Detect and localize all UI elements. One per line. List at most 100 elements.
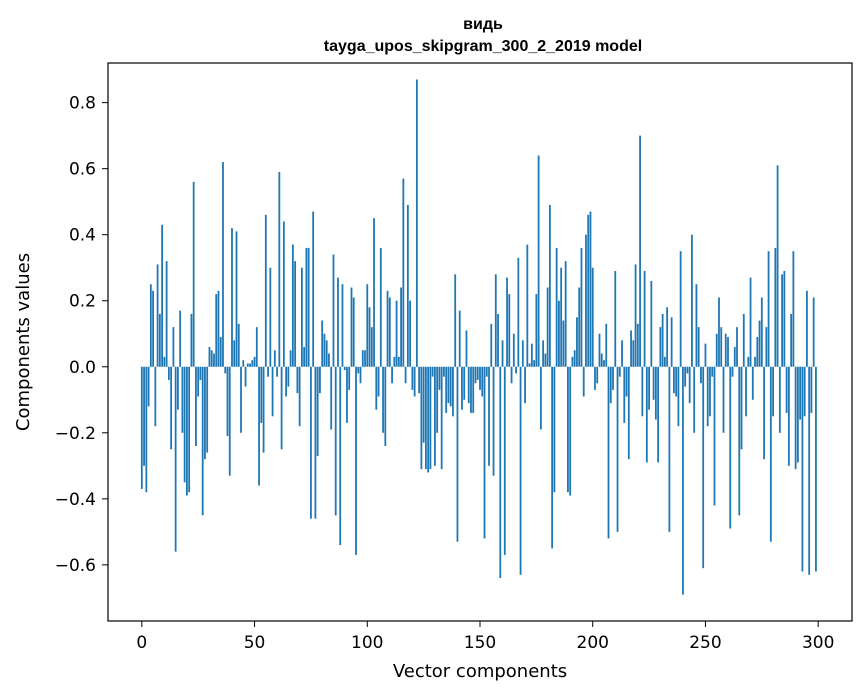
bar-82: [325, 340, 328, 367]
x-tick-label: 50: [244, 633, 266, 653]
bar-141: [458, 310, 461, 367]
bar-293: [801, 366, 804, 572]
bar-139: [454, 274, 457, 367]
bar-100: [366, 284, 369, 367]
bar-76: [312, 211, 315, 367]
bar-148: [474, 366, 477, 384]
bar-75: [310, 366, 312, 519]
bar-104: [375, 366, 378, 410]
bar-41: [233, 340, 236, 367]
bar-116: [402, 178, 405, 367]
bar-89: [341, 284, 344, 367]
bar-215: [625, 366, 628, 397]
bar-25: [197, 366, 200, 397]
bar-199: [589, 211, 592, 367]
bar-45: [242, 360, 245, 367]
bar-96: [357, 366, 360, 374]
bars-group: [140, 79, 817, 595]
bar-196: [582, 366, 585, 397]
bar-51: [255, 327, 258, 367]
bar-115: [400, 287, 402, 367]
y-tick-label: 0.4: [69, 226, 96, 246]
bar-133: [440, 366, 443, 470]
bar-68: [294, 261, 297, 367]
bar-276: [763, 366, 765, 460]
bar-182: [551, 366, 554, 549]
bar-22: [190, 313, 193, 367]
y-tick-label: 0.6: [69, 160, 96, 180]
bar-112: [393, 356, 396, 367]
bar-281: [774, 247, 777, 367]
bar-231: [661, 313, 664, 367]
bar-194: [578, 287, 581, 367]
bar-140: [456, 366, 459, 542]
y-ticks-group: −0.6 −0.4 −0.2 0.0 0.2 0.4 0.6 0.8: [55, 94, 108, 576]
bar-164: [510, 366, 513, 384]
bar-21: [188, 366, 191, 493]
bar-38: [226, 366, 229, 437]
bar-31: [210, 350, 213, 367]
bar-70: [298, 366, 301, 427]
bar-226: [650, 280, 653, 367]
bar-92: [348, 366, 351, 390]
bar-105: [377, 366, 380, 397]
bar-63: [282, 221, 285, 367]
bar-7: [156, 264, 159, 367]
bar-13: [170, 366, 173, 450]
bar-267: [742, 313, 745, 367]
bar-14: [172, 327, 175, 367]
bar-9: [161, 224, 164, 367]
bar-34: [217, 290, 220, 367]
bar-204: [600, 353, 603, 367]
bar-175: [535, 294, 538, 367]
x-tick-label: 0: [136, 633, 147, 653]
bar-278: [767, 251, 770, 367]
bar-127: [427, 366, 430, 473]
bar-44: [240, 366, 242, 433]
bar-69: [296, 366, 299, 394]
bar-126: [424, 366, 427, 470]
bar-290: [794, 366, 797, 470]
bar-61: [278, 171, 281, 367]
bar-282: [776, 165, 779, 367]
bar-144: [465, 330, 468, 367]
bar-49: [251, 360, 254, 367]
plot-frame: [107, 62, 853, 622]
bar-286: [785, 366, 788, 413]
bar-48: [249, 363, 251, 367]
bar-240: [682, 366, 684, 595]
bar-1: [143, 366, 145, 466]
bar-268: [745, 366, 747, 417]
bar-161: [503, 366, 506, 555]
bar-37: [224, 366, 227, 374]
bar-66: [289, 350, 292, 367]
bar-193: [576, 317, 578, 367]
bar-122: [415, 79, 418, 367]
bar-138: [452, 366, 454, 417]
bar-67: [291, 244, 294, 367]
bar-242: [686, 366, 689, 374]
x-tick-label: 100: [351, 633, 383, 653]
bar-298: [812, 297, 815, 367]
bar-87: [337, 277, 339, 367]
bar-205: [603, 360, 605, 367]
bar-183: [553, 366, 556, 493]
bar-135: [445, 366, 448, 413]
bar-269: [747, 356, 750, 367]
chart-subtitle: tayga_upos_skipgram_300_2_2019 model: [324, 38, 642, 55]
bar-8: [158, 313, 161, 367]
bar-55: [264, 214, 267, 367]
bar-94: [352, 297, 355, 367]
bar-93: [350, 287, 353, 367]
bar-40: [231, 228, 233, 367]
bar-246: [695, 284, 698, 367]
bar-258: [722, 366, 725, 433]
y-tick-label: −0.2: [55, 424, 96, 444]
bar-172: [528, 363, 531, 367]
bar-114: [397, 356, 400, 367]
bar-160: [501, 340, 504, 367]
bar-156: [492, 366, 495, 476]
bar-159: [499, 366, 502, 579]
bar-259: [724, 333, 727, 367]
